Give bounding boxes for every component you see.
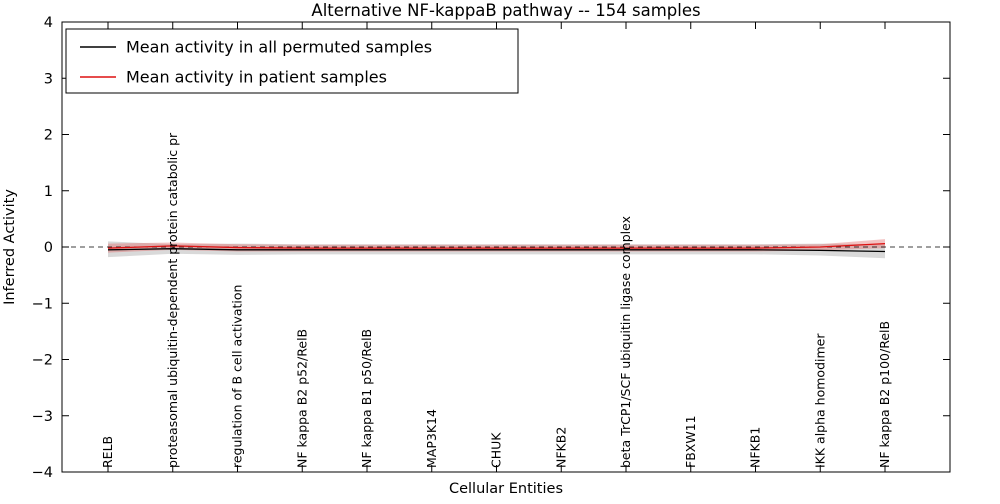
- y-tick-label: 4: [44, 15, 53, 31]
- x-tick-label: MAP3K14: [424, 409, 439, 468]
- x-tick-label: NFKB1: [748, 427, 763, 468]
- y-tick-label: 2: [44, 128, 53, 144]
- y-tick-label: −4: [32, 465, 53, 481]
- x-tick-label: proteasomal ubiquitin-dependent protein …: [165, 132, 180, 468]
- x-tick-label: NF kappa B1 p50/RelB: [359, 329, 374, 468]
- x-tick-label: IKK alpha homodimer: [812, 333, 827, 468]
- x-tick-label: beta TrCP1/SCF ubiquitin ligase complex: [618, 216, 633, 468]
- legend-label-permuted: Mean activity in all permuted samples: [126, 38, 432, 57]
- legend: Mean activity in all permuted samples Me…: [65, 28, 519, 94]
- legend-box: [65, 28, 519, 94]
- y-tick-label: 0: [44, 240, 53, 256]
- x-tick-labels: RELB proteasomal ubiquitin-dependent prot…: [100, 132, 892, 468]
- x-tick-label: NFKB2: [553, 427, 568, 468]
- series-line-0: [107, 248, 886, 253]
- x-tick-label: RELB: [100, 436, 115, 468]
- y-tick-label: −2: [32, 353, 53, 369]
- x-tick-label: FBXW11: [683, 415, 698, 468]
- y-tick-label: 1: [44, 184, 53, 200]
- x-tick-label: CHUK: [489, 432, 504, 468]
- y-tick-labels: −4 −3 −2 −1 0 1 2 3 4: [32, 15, 53, 481]
- x-tick-label: regulation of B cell activation: [230, 285, 245, 468]
- x-tick-label: NF kappa B2 p52/RelB: [294, 329, 309, 468]
- legend-label-patient: Mean activity in patient samples: [126, 68, 387, 87]
- series-line-1: [107, 242, 886, 249]
- y-tick-label: −1: [32, 296, 53, 312]
- series-lines: [62, 242, 950, 253]
- chart-title: Alternative NF-kappaB pathway -- 154 sam…: [311, 1, 700, 20]
- y-tick-label: 3: [44, 71, 53, 87]
- y-tick-label: −3: [32, 409, 53, 425]
- x-tick-label: NF kappa B2 p100/RelB: [877, 321, 892, 468]
- x-axis-label: Cellular Entities: [449, 481, 563, 497]
- y-axis-label: Inferred Activity: [2, 189, 18, 305]
